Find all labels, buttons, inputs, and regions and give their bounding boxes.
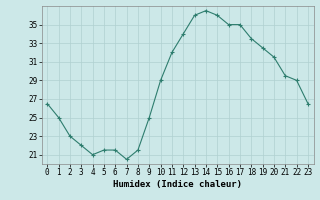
X-axis label: Humidex (Indice chaleur): Humidex (Indice chaleur) xyxy=(113,180,242,189)
